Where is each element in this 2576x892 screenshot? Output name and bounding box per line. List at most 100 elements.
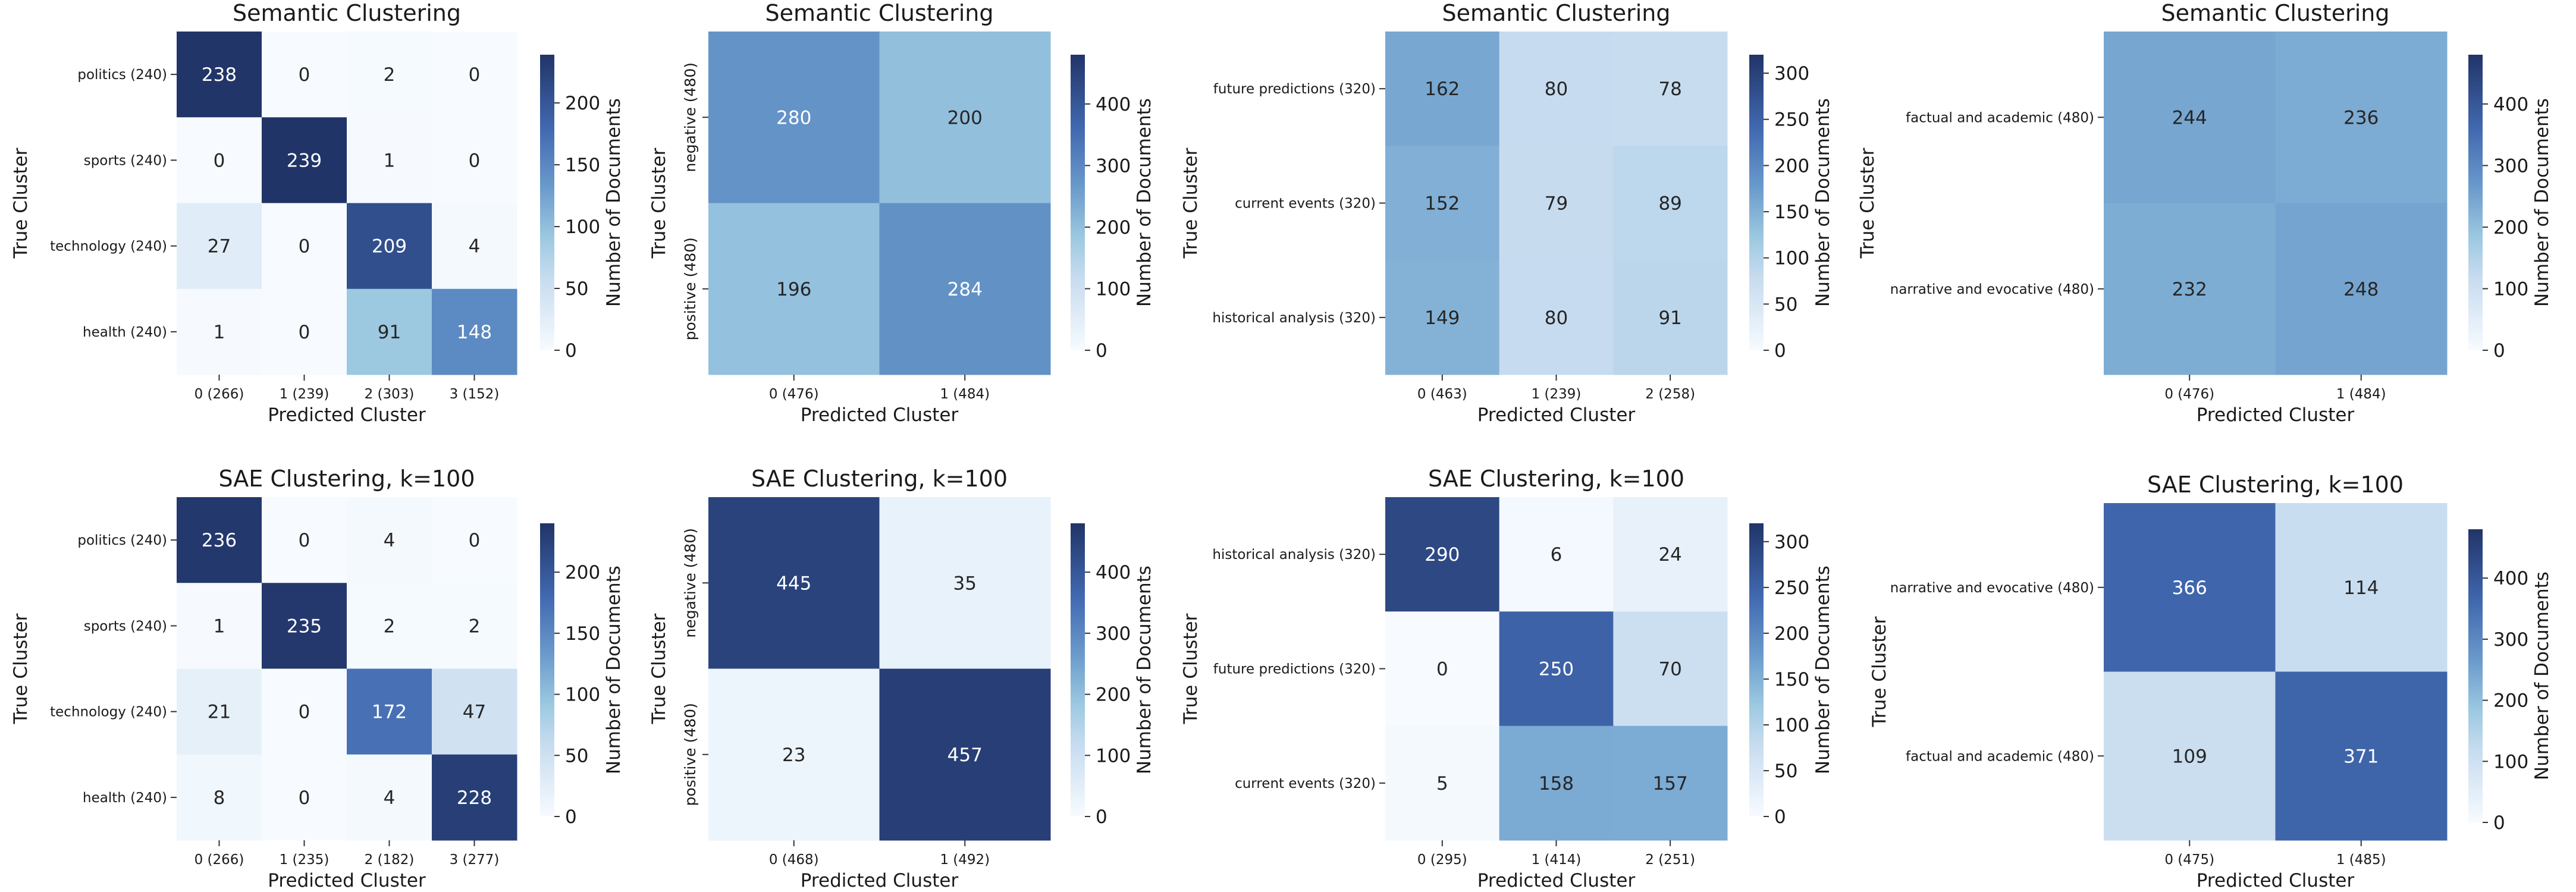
colorbar-tick-label: 100 [1096, 278, 1131, 300]
colorbar-tick-label: 300 [1096, 623, 1131, 645]
y-tick-label: future predictions (320) [1213, 662, 1376, 677]
cell-value-label: 78 [1658, 78, 1681, 100]
y-tick-label: negative (480) [682, 62, 699, 172]
x-tick-label: 0 (266) [194, 852, 244, 868]
x-tick-label: 2 (258) [1645, 387, 1695, 402]
cell-value-label: 27 [208, 236, 231, 257]
colorbar-label: Number of Documents [1134, 566, 1155, 774]
heatmap-cell [347, 497, 432, 583]
cell-value-label: 0 [299, 530, 310, 551]
x-tick-label: 0 (475) [2164, 852, 2214, 868]
cell-value-label: 114 [2343, 577, 2379, 599]
heatmap-cell [432, 288, 517, 375]
colorbar-label: Number of Documents [1134, 98, 1155, 307]
x-tick-label: 0 (295) [1417, 852, 1467, 868]
x-axis-label: Predicted Cluster [268, 870, 426, 891]
cell-value-label: 148 [457, 322, 492, 343]
panel-title: SAE Clustering, k=100 [1428, 466, 1684, 492]
y-tick-label: historical analysis (320) [1212, 310, 1376, 326]
cell-value-label: 79 [1545, 193, 1568, 215]
heatmap-cell [177, 668, 262, 755]
panel-title: SAE Clustering, k=100 [2147, 472, 2404, 498]
cell-value-label: 244 [2172, 107, 2207, 128]
cell-value-label: 91 [378, 322, 401, 343]
colorbar-tick-label: 250 [1774, 577, 1809, 599]
cell-value-label: 89 [1658, 193, 1681, 215]
y-tick-label: health (240) [83, 790, 167, 806]
cell-value-label: 0 [299, 787, 310, 809]
colorbar-tick-label: 200 [2493, 690, 2528, 712]
heatmap-cell [177, 754, 262, 841]
colorbar-tick-label: 100 [2493, 278, 2528, 300]
colorbar-tick-label: 200 [1774, 155, 1809, 177]
panel-title: Semantic Clustering [765, 0, 994, 26]
cell-value-label: 0 [469, 64, 481, 86]
colorbar-tick-label: 0 [565, 806, 577, 828]
colorbar-label: Number of Documents [603, 98, 625, 307]
heatmap-cell [1613, 497, 1728, 612]
heatmap-cell [1613, 611, 1728, 727]
cell-value-label: 0 [469, 530, 481, 551]
colorbar-label: Number of Documents [2531, 98, 2553, 307]
colorbar [2468, 55, 2483, 350]
colorbar [1071, 55, 1085, 350]
cell-value-label: 445 [776, 573, 811, 594]
heatmap-cell [262, 583, 347, 669]
heatmap-cell [708, 203, 880, 375]
cell-value-label: 366 [2172, 577, 2207, 599]
heatmap-cell [1385, 497, 1500, 612]
y-tick-label: politics (240) [77, 67, 167, 83]
heatmap-cell [347, 32, 432, 118]
colorbar-tick-label: 200 [1096, 217, 1131, 238]
y-axis-label: True Cluster [10, 613, 32, 724]
x-axis-label: Predicted Cluster [268, 404, 426, 426]
heatmap-cell [1385, 146, 1500, 261]
y-tick-label: narrative and evocative (480) [1890, 282, 2094, 297]
heatmap-cell [347, 203, 432, 290]
y-tick-label: sports (240) [84, 153, 167, 168]
cell-value-label: 5 [1436, 773, 1448, 794]
heatmap-cell [1499, 260, 1614, 375]
cell-value-label: 0 [299, 64, 310, 86]
colorbar-tick-label: 200 [565, 562, 600, 583]
heatmap-cell [708, 497, 880, 669]
heatmap-cell [432, 668, 517, 755]
colorbar-tick-label: 0 [2493, 340, 2505, 362]
heatmap-cell [347, 583, 432, 669]
cell-value-label: 6 [1551, 544, 1562, 566]
heatmap-cell [708, 32, 880, 203]
heatmap-cell [1385, 611, 1500, 727]
heatmap-cell [2275, 32, 2448, 203]
cell-value-label: 80 [1545, 78, 1568, 100]
colorbar-tick-label: 100 [1774, 715, 1809, 736]
y-axis-label: True Cluster [1180, 147, 1201, 259]
y-axis-label: True Cluster [1180, 613, 1201, 724]
heatmap-panel-5: SAE Clustering, k=100 236 0 4 0 1 235 2 2 21 0 172 4… [10, 466, 625, 891]
colorbar-tick-label: 100 [565, 684, 600, 706]
y-tick-label: current events (320) [1235, 776, 1376, 792]
colorbar [1749, 523, 1764, 816]
colorbar-tick-label: 100 [1774, 248, 1809, 269]
colorbar-label: Number of Documents [2531, 571, 2553, 780]
cell-value-label: 157 [1653, 773, 1688, 794]
y-axis-label: True Cluster [1857, 147, 1878, 259]
cell-value-label: 152 [1425, 193, 1460, 215]
colorbar [1749, 55, 1764, 350]
cell-value-label: 250 [1539, 659, 1574, 680]
heatmap-cell [177, 288, 262, 375]
x-tick-label: 1 (484) [2336, 387, 2386, 402]
cell-value-label: 4 [384, 530, 396, 551]
heatmap-cell [432, 583, 517, 669]
x-tick-label: 2 (303) [365, 387, 415, 402]
colorbar-tick-label: 50 [1774, 761, 1797, 782]
colorbar-tick-label: 200 [565, 93, 600, 114]
cell-value-label: 200 [947, 107, 983, 128]
x-axis-label: Predicted Cluster [1477, 870, 1636, 891]
heatmap-cell [347, 754, 432, 841]
cell-value-label: 232 [2172, 279, 2207, 300]
heatmap-cell [1613, 260, 1728, 375]
colorbar-tick-label: 100 [565, 216, 600, 238]
heatmap-cell [432, 32, 517, 118]
colorbar [540, 523, 554, 816]
